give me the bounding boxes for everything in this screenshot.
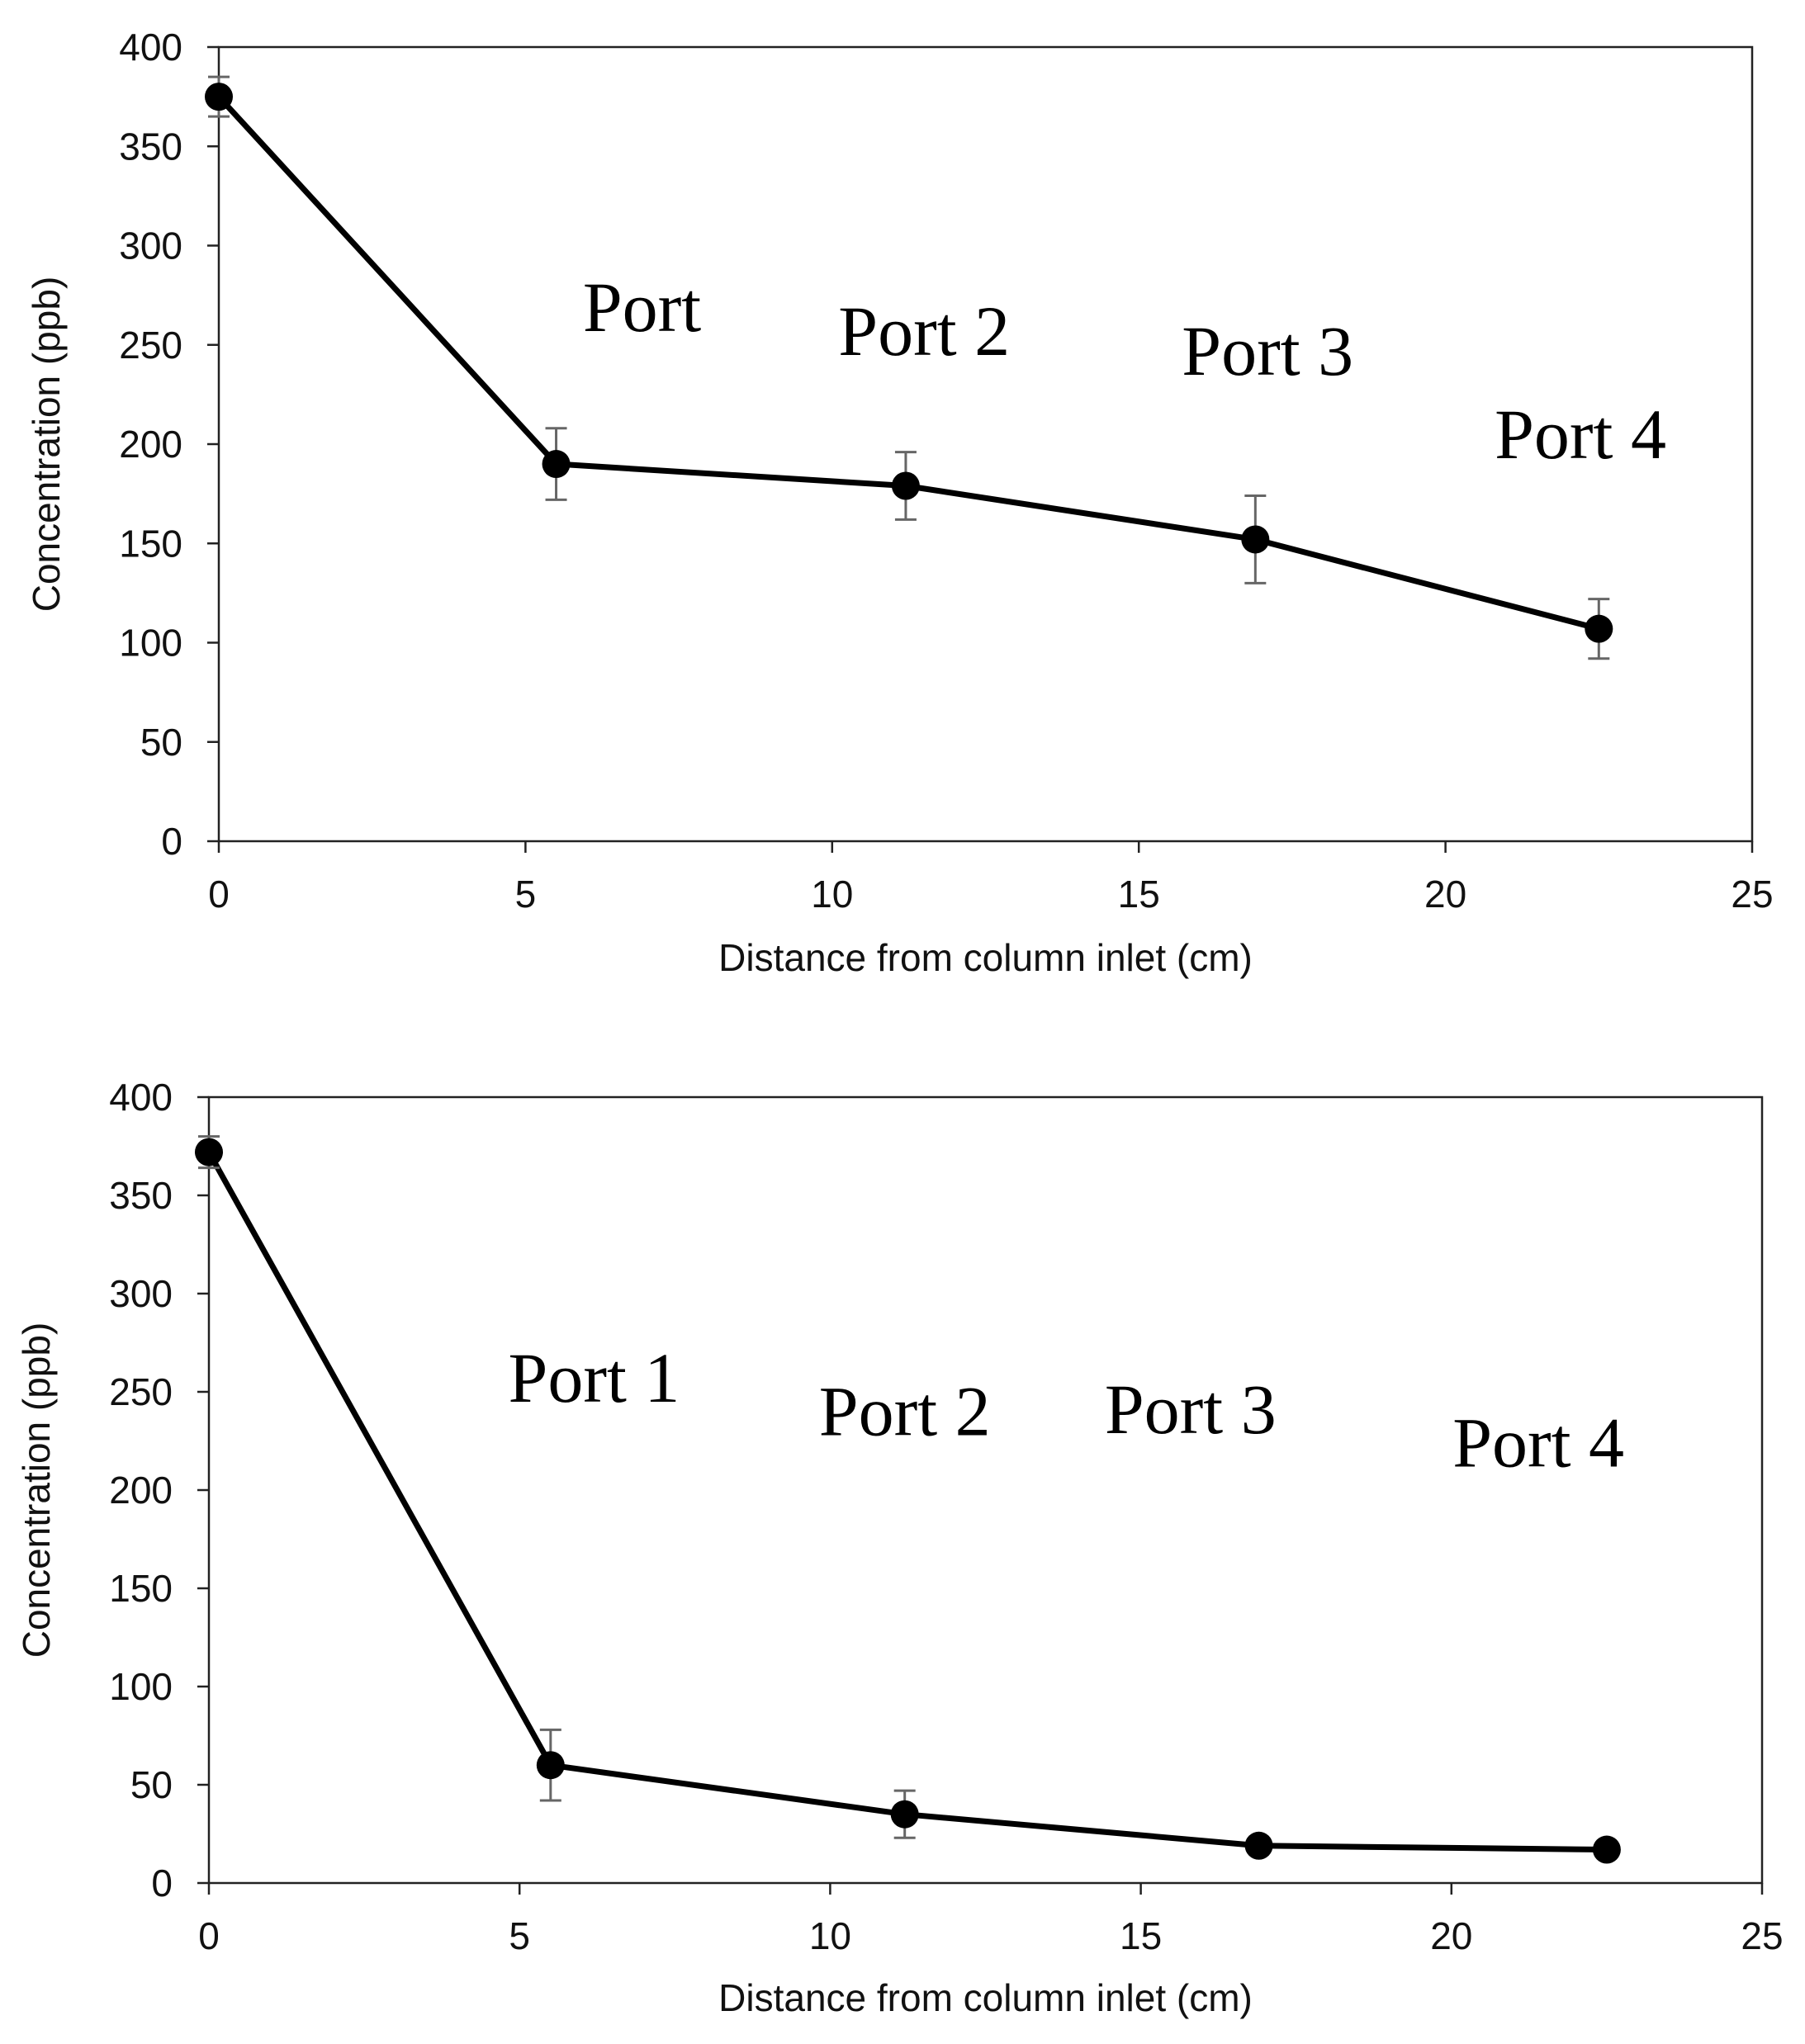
- y-tick-label: 100: [109, 1665, 173, 1708]
- x-tick-label: 10: [811, 873, 853, 916]
- x-axis-title: Distance from column inlet (cm): [718, 936, 1253, 979]
- y-tick-label: 400: [109, 1076, 173, 1119]
- x-tick-label: 0: [198, 1914, 220, 1957]
- y-tick-label: 0: [161, 820, 182, 863]
- chart-bottom: 0 50 100 150 200 250 300 350 400 0 5 10 15 20 25 Distan…: [15, 1076, 1784, 2019]
- chart-top: 0 50 100 150 200 250 300 350 400 0 5 10 15 20 25 Distan…: [25, 26, 1774, 979]
- port-label: Port: [583, 267, 701, 347]
- port-label: Port 2: [819, 1371, 991, 1450]
- x-axis-title: Distance from column inlet (cm): [718, 1976, 1253, 2019]
- y-tick-label: 150: [119, 522, 182, 565]
- y-tick-label: 50: [130, 1763, 173, 1806]
- data-point: [542, 450, 571, 479]
- y-tick-label: 250: [119, 324, 182, 367]
- plot-frame: [207, 1095, 1764, 1885]
- data-point: [205, 83, 233, 111]
- data-point: [1592, 1835, 1621, 1864]
- y-tick-label: 250: [109, 1370, 173, 1413]
- x-tick-label: 20: [1424, 873, 1466, 916]
- data-point: [890, 1800, 919, 1829]
- x-tick-label: 25: [1741, 1914, 1783, 1957]
- data-point: [195, 1138, 223, 1166]
- x-tick-label: 15: [1118, 873, 1160, 916]
- data-point: [891, 471, 920, 500]
- y-tick-label: 200: [119, 423, 182, 466]
- data-point: [1241, 525, 1270, 554]
- y-tick-label: 150: [109, 1567, 173, 1610]
- x-tick-label: 20: [1430, 1914, 1472, 1957]
- x-tick-label: 5: [515, 873, 537, 916]
- y-tick-label: 350: [119, 125, 182, 168]
- port-label: Port 4: [1495, 395, 1666, 474]
- port-label: Port 4: [1452, 1403, 1624, 1482]
- port-label: Port 1: [509, 1338, 680, 1417]
- x-tick-label: 15: [1120, 1914, 1162, 1957]
- y-tick-label: 50: [140, 721, 182, 764]
- y-tick-label: 100: [119, 622, 182, 665]
- port-label: Port 3: [1105, 1370, 1277, 1449]
- port-label: Port 2: [838, 291, 1010, 371]
- x-tick-label: 5: [509, 1914, 530, 1957]
- y-axis-title: Concentration (ppb): [25, 277, 68, 613]
- y-tick-label: 200: [109, 1469, 173, 1512]
- y-axis-title: Concentration (ppb): [15, 1322, 58, 1658]
- x-tick-label: 25: [1731, 873, 1773, 916]
- y-tick-label: 350: [109, 1174, 173, 1217]
- data-point: [1585, 614, 1613, 643]
- port-label: Port 3: [1182, 311, 1353, 390]
- data-point: [536, 1751, 565, 1780]
- x-tick-label: 10: [809, 1914, 851, 1957]
- y-tick-label: 300: [109, 1272, 173, 1315]
- y-tick-label: 0: [151, 1862, 173, 1904]
- data-point: [1244, 1831, 1273, 1860]
- y-tick-label: 400: [119, 26, 182, 69]
- series-line: [206, 1149, 1610, 1853]
- x-tick-label: 0: [208, 873, 230, 916]
- y-tick-label: 300: [119, 225, 182, 267]
